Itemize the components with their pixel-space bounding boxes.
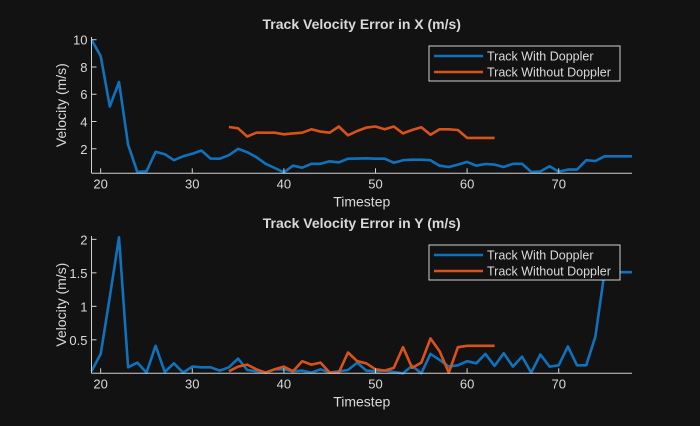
legend-label: Track Without Doppler: [487, 265, 611, 279]
legend-label: Track Without Doppler: [487, 66, 611, 80]
x-tick-label: 50: [368, 376, 382, 391]
x-tick-label: 60: [460, 176, 474, 191]
y-tick-label: 8: [80, 60, 87, 75]
y-axis-label: Velocity (m/s): [53, 263, 69, 347]
chart-title: Track Velocity Error in X (m/s): [263, 16, 461, 32]
y-tick-label: 2: [80, 232, 87, 247]
y-tick-label: 4: [80, 115, 87, 130]
series-line-without-doppler: [228, 337, 495, 374]
x-tick-label: 70: [551, 176, 565, 191]
x-tick-label: 60: [460, 376, 474, 391]
series-line-with-doppler: [90, 39, 632, 174]
x-tick-label: 40: [277, 176, 291, 191]
chart-x-velocity: Track Velocity Error in X (m/s) 20 30 40 50 6…: [53, 16, 632, 209]
legend: Track With Doppler Track Without Doppler: [428, 45, 621, 82]
x-tick-label: 20: [93, 376, 107, 391]
chart-y-velocity: Track Velocity Error in Y (m/s) 20 30 40 50 6…: [53, 215, 632, 409]
x-tick-label: 30: [185, 376, 199, 391]
y-tick-label: 1.5: [69, 266, 87, 281]
y-axis-label: Velocity (m/s): [53, 63, 69, 147]
legend-box: [428, 244, 621, 281]
x-tick-label: 70: [551, 376, 565, 391]
y-tick-label: 0.5: [69, 333, 87, 348]
legend-box: [428, 45, 621, 82]
y-tick-label: 10: [73, 33, 87, 48]
x-tick-label: 30: [185, 176, 199, 191]
series-line-with-doppler: [90, 236, 632, 375]
x-tick-label: 40: [277, 376, 291, 391]
series-line-without-doppler: [228, 125, 495, 140]
legend: Track With Doppler Track Without Doppler: [428, 244, 621, 281]
legend-label: Track With Doppler: [487, 50, 594, 64]
y-tick-label: 1: [80, 299, 87, 314]
legend-label: Track With Doppler: [487, 249, 594, 263]
x-axis-label: Timestep: [333, 193, 390, 209]
y-tick-label: 2: [80, 142, 87, 157]
x-tick-label: 20: [93, 176, 107, 191]
x-axis-label: Timestep: [333, 393, 390, 409]
chart-title: Track Velocity Error in Y (m/s): [263, 215, 461, 231]
x-tick-label: 50: [368, 176, 382, 191]
y-tick-label: 6: [80, 87, 87, 102]
